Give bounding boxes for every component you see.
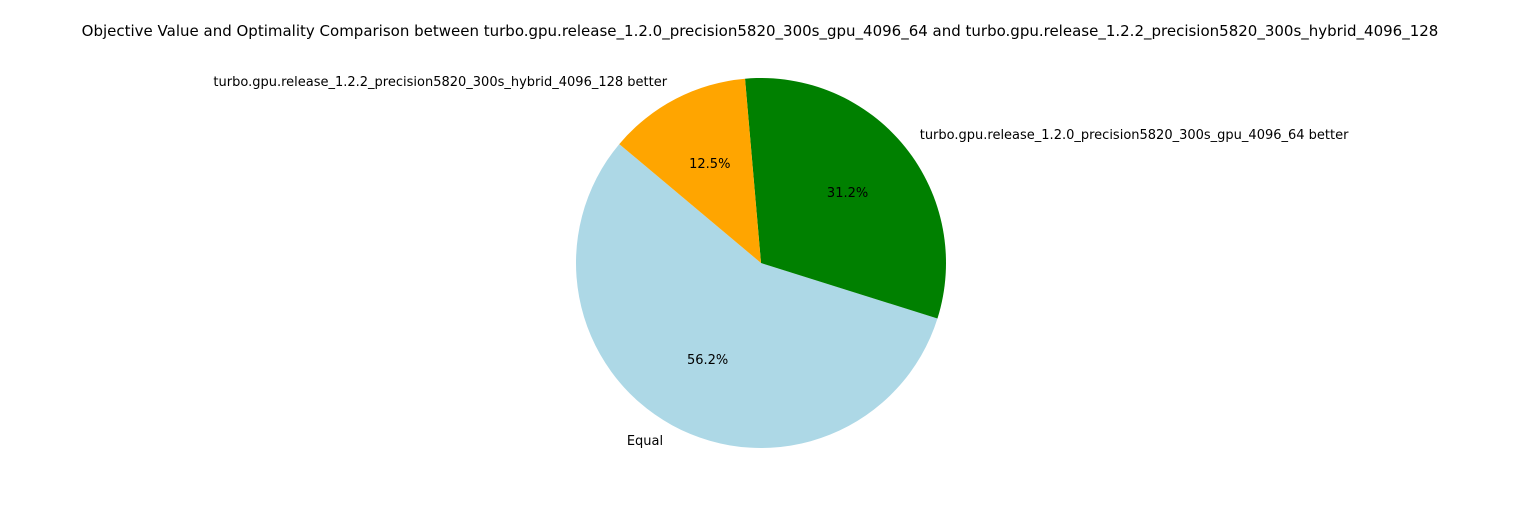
slice-label-turbo-gpu-release-1-2-2-precision5820-30: turbo.gpu.release_1.2.2_precision5820_30… (213, 75, 667, 90)
pie-slice-turbo-gpu-release-1-2-0-precision5820-30 (745, 78, 946, 319)
slice-label-turbo-gpu-release-1-2-0-precision5820-30: turbo.gpu.release_1.2.0_precision5820_30… (920, 128, 1349, 143)
percent-label-equal: 56.2% (687, 353, 728, 368)
pie-slice-equal (575, 144, 938, 449)
pie-slices (575, 78, 946, 449)
percent-label-turbo-gpu-release-1-2-2-precision5820-30: 12.5% (689, 157, 730, 172)
pie-slice-turbo-gpu-release-1-2-2-precision5820-30 (619, 78, 761, 263)
percent-label-turbo-gpu-release-1-2-0-precision5820-30: 31.2% (827, 186, 868, 201)
chart-title: Objective Value and Optimality Compariso… (82, 22, 1439, 41)
pie-labels: Equal 56.2% turbo.gpu.release_1.2.0_precis… (213, 75, 1349, 449)
slice-label-equal: Equal (627, 434, 663, 449)
